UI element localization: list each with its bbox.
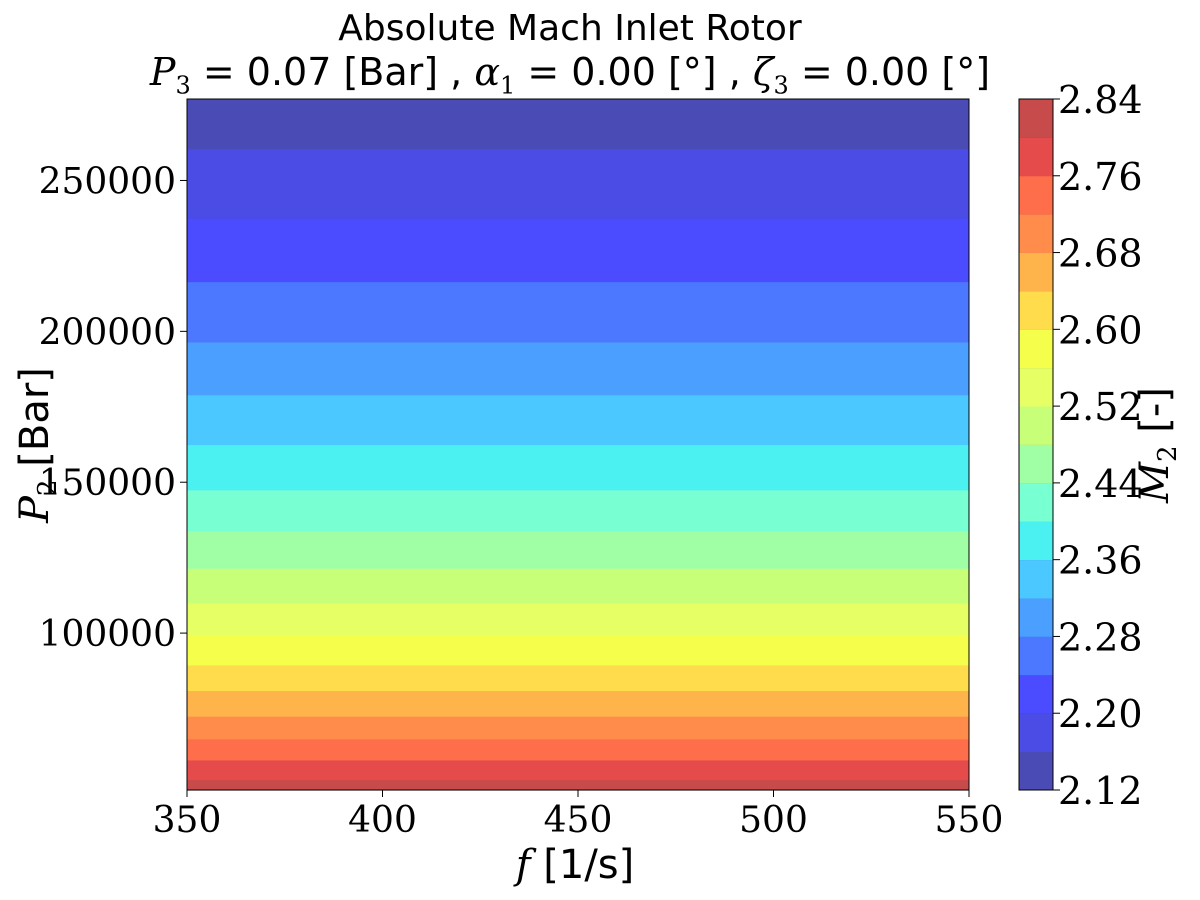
- x-axis-ticks: 350 400 450 500 550: [153, 790, 1004, 841]
- colorbar-segment-10: [1019, 367, 1053, 407]
- colorbar-segment-1: [1019, 713, 1053, 753]
- subtitle-zeta-symbol: ζ: [752, 50, 774, 94]
- contour-band-17: [187, 99, 969, 150]
- y-axis-label: P2 [Bar]: [12, 367, 63, 524]
- y-tick-label: 150000: [39, 463, 176, 504]
- colorbar-segment-5: [1019, 559, 1053, 599]
- colorbar-segment-14: [1019, 214, 1053, 253]
- colorbar-label-symbol: M: [1132, 461, 1178, 504]
- contour-band-3: [187, 716, 969, 740]
- y-tick-label: 100000: [39, 614, 176, 655]
- chart-subtitle: P3 = 0.07 [Bar] , α1 = 0.00 [°] , ζ3 = 0…: [0, 50, 1140, 100]
- contour-band-8: [187, 568, 969, 604]
- colorbar-segment-16: [1019, 137, 1053, 177]
- colorbar-tick-label: 2.60: [1058, 308, 1143, 352]
- contour-band-14: [187, 281, 969, 343]
- subtitle-zeta-sub: 3: [773, 71, 789, 100]
- colorbar-tick-label: 2.28: [1058, 615, 1143, 659]
- colorbar-label: M2 [-]: [1132, 387, 1183, 504]
- colorbar-segment-0: [1019, 751, 1053, 791]
- colorbar-segment-2: [1019, 674, 1053, 714]
- contour-band-6: [187, 634, 969, 666]
- colorbar-segment-13: [1019, 252, 1053, 292]
- colorbar-segment-17: [1019, 99, 1053, 138]
- colorbar-tick-label: 2.12: [1058, 769, 1143, 813]
- colorbar-ticks: 2.12 2.20 2.28 2.36 2.44 2.52 2.60 2.68 2.76 2.84: [1053, 78, 1143, 813]
- subtitle-alpha-sub: 1: [500, 71, 516, 100]
- subtitle-alpha-symbol: α: [474, 50, 500, 94]
- y-axis-label-symbol: P: [12, 495, 58, 524]
- y-axis-ticks: 100000 150000 200000 250000: [39, 161, 187, 655]
- colorbar-tick-label: 2.84: [1058, 78, 1143, 122]
- x-tick-label: 550: [935, 800, 1004, 841]
- y-axis-label-text: [Bar]: [12, 367, 58, 479]
- x-axis-label: f [1/s]: [513, 842, 635, 888]
- subtitle-p3-sub: 3: [175, 71, 191, 100]
- contour-band-11: [187, 444, 969, 491]
- colorbar-tick-label: 2.76: [1058, 155, 1143, 199]
- contour-bands: [187, 99, 969, 791]
- colorbar-tick-label: 2.36: [1058, 539, 1143, 583]
- colorbar-frame: [1018, 98, 1054, 791]
- colorbar-segment-15: [1019, 175, 1053, 215]
- subtitle-zeta-text: = 0.00 [°]: [788, 50, 991, 94]
- y-tick-label: 200000: [39, 312, 176, 353]
- colorbar-tick-label: 2.68: [1058, 232, 1143, 276]
- colorbar: [1019, 98, 1053, 791]
- colorbar-segment-3: [1019, 636, 1053, 676]
- chart-title: Absolute Mach Inlet Rotor: [338, 8, 802, 49]
- contour-band-9: [187, 530, 969, 569]
- contour-band-1: [187, 759, 969, 781]
- x-axis-label-text: [1/s]: [531, 842, 635, 888]
- contour-band-4: [187, 690, 969, 717]
- subtitle-alpha-text: = 0.00 [°] ,: [515, 50, 753, 94]
- colorbar-segment-11: [1019, 329, 1053, 369]
- colorbar-segment-4: [1019, 598, 1053, 637]
- contour-band-15: [187, 218, 969, 283]
- colorbar-tick-label: 2.52: [1058, 385, 1143, 429]
- y-axis-label-sub: 2: [33, 479, 63, 496]
- contour-band-10: [187, 489, 969, 532]
- colorbar-segment-8: [1019, 444, 1053, 484]
- contour-band-16: [187, 148, 969, 219]
- x-tick-label: 400: [348, 800, 417, 841]
- contour-band-2: [187, 738, 969, 761]
- colorbar-segment-9: [1019, 406, 1053, 445]
- subtitle-p3-symbol: P: [149, 50, 176, 94]
- contour-band-7: [187, 602, 969, 636]
- x-tick-label: 350: [153, 800, 222, 841]
- contour-band-0: [187, 779, 969, 791]
- contour-band-5: [187, 664, 969, 692]
- contour-band-12: [187, 394, 969, 446]
- colorbar-label-text: [-]: [1132, 387, 1178, 445]
- colorbar-segment-12: [1019, 290, 1053, 330]
- colorbar-label-sub: 2: [1153, 445, 1183, 462]
- y-tick-label: 250000: [39, 161, 176, 202]
- x-tick-label: 500: [739, 800, 808, 841]
- colorbar-tick-label: 2.44: [1058, 462, 1143, 506]
- x-tick-label: 450: [544, 800, 613, 841]
- subtitle-p3-text: = 0.07 [Bar] ,: [190, 50, 475, 94]
- colorbar-segment-7: [1019, 482, 1053, 522]
- contour-band-13: [187, 341, 969, 396]
- colorbar-segment-6: [1019, 521, 1053, 561]
- colorbar-tick-label: 2.20: [1058, 692, 1143, 736]
